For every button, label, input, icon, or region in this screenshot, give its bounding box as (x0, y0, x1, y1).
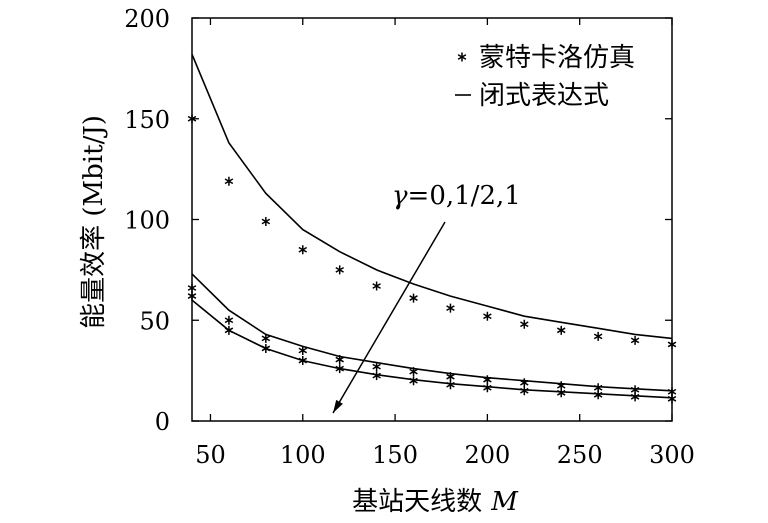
annotation-label: γ=0,1/2,1 (392, 181, 521, 211)
plot-marks (187, 53, 677, 404)
data-point-star (520, 386, 529, 396)
data-point-star (520, 378, 529, 388)
data-point-star (593, 390, 603, 400)
series-line (191, 299, 673, 399)
y-tick-label: 0 (155, 408, 170, 436)
annotation: γ=0,1/2,1 (332, 181, 521, 414)
x-tick-label: 250 (557, 441, 603, 469)
x-tick-label: 300 (649, 441, 695, 469)
legend-label-monte-carlo: 蒙特卡洛仿真 (479, 43, 635, 73)
legend-label-closed-form: 闭式表达式 (479, 81, 609, 111)
data-point-star (630, 392, 640, 402)
y-tick-label: 200 (124, 5, 170, 33)
data-point-star (556, 325, 566, 335)
data-point-star (409, 367, 418, 377)
y-axis-label: 能量效率 (Mbit/J) (79, 115, 109, 329)
tick-labels: 50 100 150 200 250 300 0 50 100 150 200 (124, 5, 695, 469)
x-tick-label: 50 (195, 441, 226, 469)
data-point-star (372, 371, 381, 381)
data-point-star (520, 319, 529, 329)
data-point-star (556, 388, 566, 398)
series-line (191, 273, 673, 392)
data-point-star (224, 325, 234, 335)
data-point-star (446, 380, 455, 390)
x-tick-label: 200 (464, 441, 510, 469)
data-point-star (261, 343, 271, 353)
data-point-star (261, 333, 271, 343)
x-axis-label-symbol: M (490, 487, 519, 517)
data-point-star (298, 345, 308, 355)
data-point-star (593, 331, 603, 341)
x-tick-label: 100 (280, 441, 326, 469)
x-axis-label-text: 基站天线数 (352, 487, 482, 517)
y-tick-label: 100 (124, 207, 170, 235)
data-point-star (224, 176, 234, 186)
data-point-star (483, 383, 492, 393)
data-point-star (409, 376, 418, 386)
legend: 蒙特卡洛仿真 闭式表达式 (455, 43, 635, 111)
annotation-arrow (332, 221, 446, 414)
data-point-star (298, 356, 308, 366)
data-point-star (335, 265, 344, 275)
data-point-star (335, 364, 344, 374)
legend-star-icon (457, 52, 467, 62)
plot-frame (191, 17, 673, 422)
data-point-star (372, 362, 381, 372)
data-point-star (335, 355, 344, 365)
data-point-star (298, 245, 308, 255)
data-point-star (261, 217, 271, 227)
y-tick-label: 150 (124, 106, 170, 134)
data-point-star (224, 315, 234, 325)
y-tick-label: 50 (139, 307, 170, 335)
data-point-star (372, 281, 381, 291)
x-axis-label: 基站天线数 M (352, 487, 519, 517)
x-tick-label: 150 (372, 441, 418, 469)
data-point-star (409, 293, 418, 303)
data-point-star (446, 372, 455, 382)
data-point-star (630, 335, 640, 345)
data-point-star (483, 311, 492, 321)
annotation-symbol: γ (392, 181, 408, 211)
data-point-star (483, 375, 492, 385)
axis-ticks (192, 17, 673, 422)
data-point-star (446, 303, 455, 313)
annotation-values: =0,1/2,1 (408, 181, 521, 211)
series-line (191, 53, 673, 340)
